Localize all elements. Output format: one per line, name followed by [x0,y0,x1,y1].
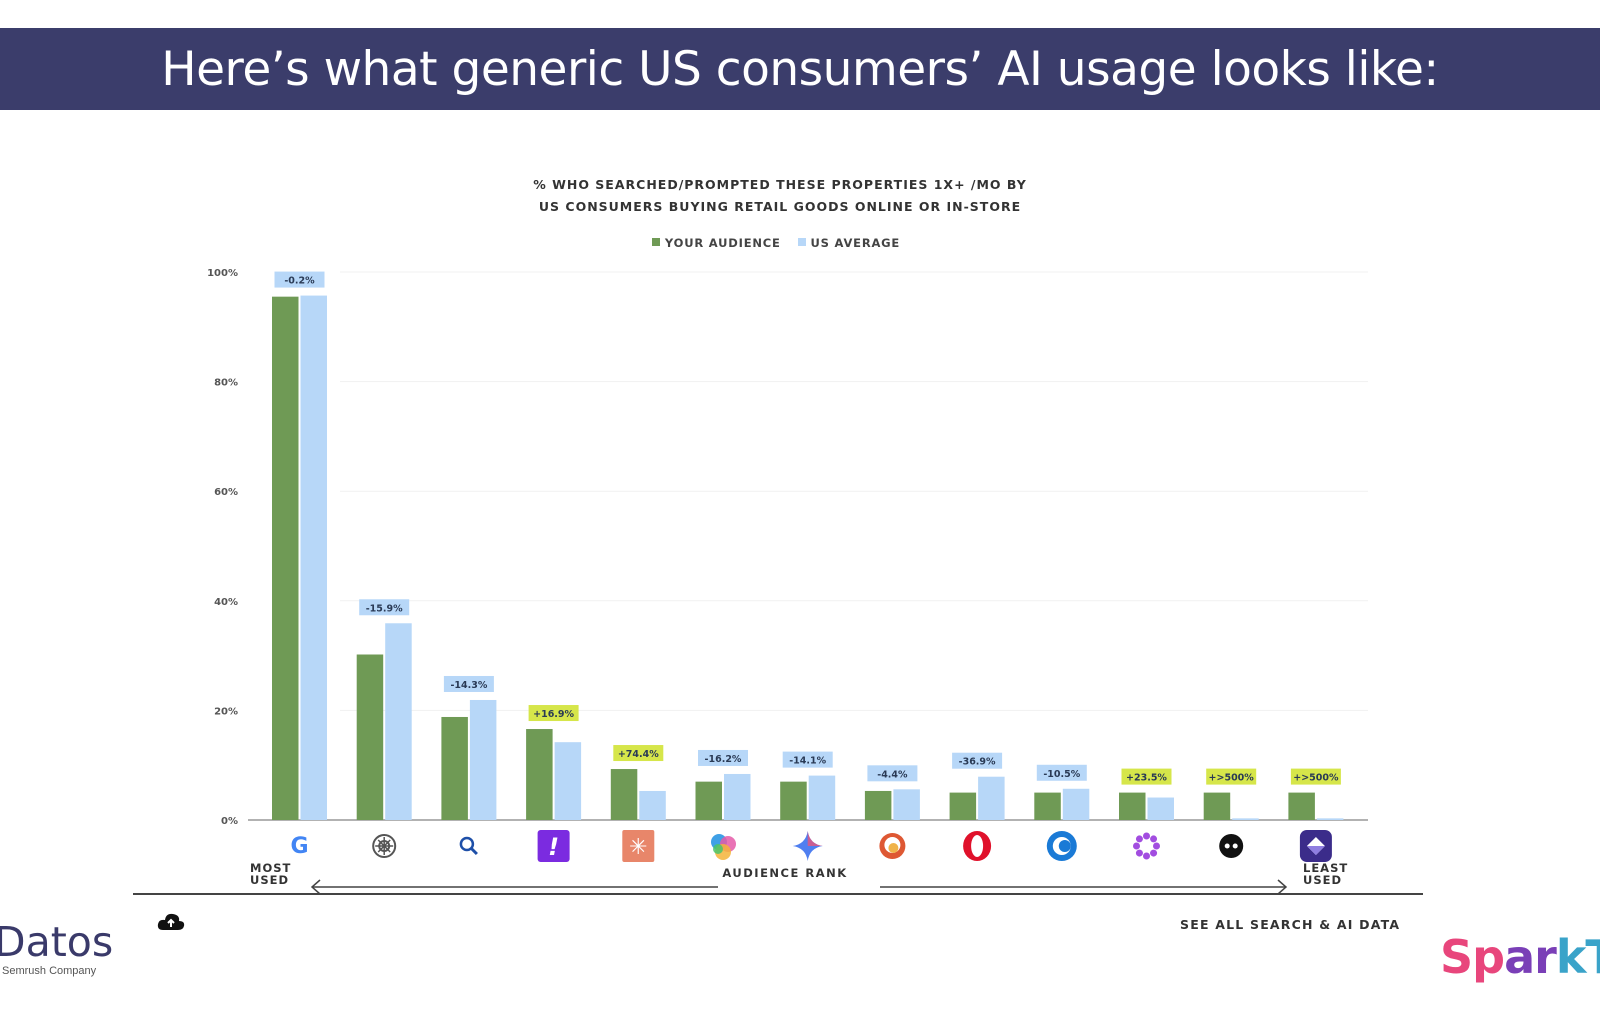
change-label-bg [613,745,664,762]
change-label: +16.9% [533,709,574,720]
change-label: +>500% [1293,773,1339,784]
change-label-bg [782,751,833,768]
copilot-icon [711,834,736,860]
chart-legend: YOUR AUDIENCE US AVERAGE [560,236,1000,250]
bar-us-average [469,699,497,820]
bar-your-audience [272,296,299,820]
y-tick-label: 20% [214,706,238,717]
change-label-bg [359,599,410,616]
most-used-label: MOST USED [250,861,292,887]
yahoo-icon: ! [537,830,570,862]
footer-divider [133,893,1423,895]
legend-swatch-us-average [797,238,806,246]
change-label: +74.4% [618,749,659,760]
bar-your-audience [356,654,384,820]
claude-icon: ✳ [622,830,655,862]
bar-your-audience [1119,792,1146,820]
ecosia-icon [1046,831,1077,861]
change-label: -16.2% [705,754,742,765]
change-label: -10.5% [1043,769,1080,780]
change-label-bg [1290,768,1341,785]
change-label: +>500% [1209,773,1255,784]
page-title: Here’s what generic US consumers’ AI usa… [161,41,1439,97]
bar-your-audience [441,716,468,820]
you-com-icon [1299,830,1332,862]
change-label-bg [1121,768,1172,785]
gemini-icon [792,831,823,861]
svg-text:✳: ✳ [629,835,647,860]
bar-us-average [893,789,920,820]
sparktoro-logo: SparkT [1440,930,1600,984]
change-label: -14.1% [789,756,826,767]
change-label: -14.3% [450,680,487,691]
change-label-bg [952,752,1003,769]
datos-subtitle: Semrush Company [2,965,97,977]
title-banner: Here’s what generic US consumers’ AI usa… [0,28,1600,110]
bar-your-audience [610,769,638,820]
perplexity-icon [1133,832,1160,860]
change-label-bg [698,749,748,766]
bar-your-audience [949,792,977,820]
y-tick-label: 100% [207,268,238,279]
chart-title: % WHO SEARCHED/PROMPTED THESE PROPERTIES… [470,174,1090,218]
change-label-bg [1206,768,1257,785]
least-used-label: LEAST USED [1303,861,1349,887]
datos-logo: Datos [0,918,114,966]
svg-text:!: ! [548,833,559,861]
y-tick-label: 40% [214,597,238,608]
y-tick-label: 80% [214,378,238,389]
bar-your-audience [864,790,892,820]
bar-us-average [1316,818,1344,820]
bar-your-audience [695,781,722,820]
bar-us-average [1062,788,1090,820]
svg-text:G: G [290,834,308,859]
legend-label-us-average: US AVERAGE [810,236,901,250]
see-all-data-link[interactable]: SEE ALL SEARCH & AI DATA [1180,917,1401,932]
opera-icon [963,831,992,861]
change-label: -4.4% [877,769,908,780]
bar-us-average [808,775,836,820]
bar-us-average [639,790,666,820]
change-label-bg [528,705,579,722]
bar-your-audience [1203,792,1231,820]
bar-your-audience [1288,792,1315,820]
audience-rank-label: AUDIENCE RANK [720,866,850,880]
bar-us-average [300,295,327,821]
bar-your-audience [780,781,807,820]
change-label-bg [1036,764,1087,781]
bar-us-average [1147,797,1174,820]
bing-search-icon [459,836,478,856]
change-label-bg [443,675,494,692]
change-label: -36.9% [959,757,996,768]
change-label: -0.2% [284,276,315,287]
bar-us-average [978,776,1005,820]
bar-your-audience [526,729,553,820]
arrow-left-icon [310,879,321,895]
change-label: +23.5% [1126,773,1167,784]
chatgpt-icon [372,834,397,858]
change-label-bg [867,765,918,782]
bar-your-audience [1034,792,1061,820]
chart-title-line-1: % WHO SEARCHED/PROMPTED THESE PROPERTIES… [533,177,1027,192]
meta-ai-icon [1219,834,1244,858]
legend-swatch-your-audience [651,238,660,246]
y-tick-label: 0% [221,816,238,827]
duckduckgo-icon [879,833,906,859]
cloud-icon [157,913,185,930]
y-tick-label: 60% [214,487,238,498]
bar-us-average [724,773,751,820]
change-label: -15.9% [366,603,403,614]
bar-us-average [385,623,412,820]
bar-chart: 0% 20% 40% 60% 80% 100% -0.2% G -15.9% -14.3% +16.… [207,268,1368,895]
change-label-bg [274,271,325,288]
legend-label-your-audience: YOUR AUDIENCE [664,236,781,250]
arrow-right-icon [1277,879,1288,895]
bar-us-average [1232,818,1259,820]
google-icon: G [290,834,308,859]
bar-us-average [554,742,582,820]
audience-rank-axis: MOST USED AUDIENCE RANK LEAST USED [240,860,1360,900]
chart-title-line-2: US CONSUMERS BUYING RETAIL GOODS ONLINE … [538,199,1022,214]
